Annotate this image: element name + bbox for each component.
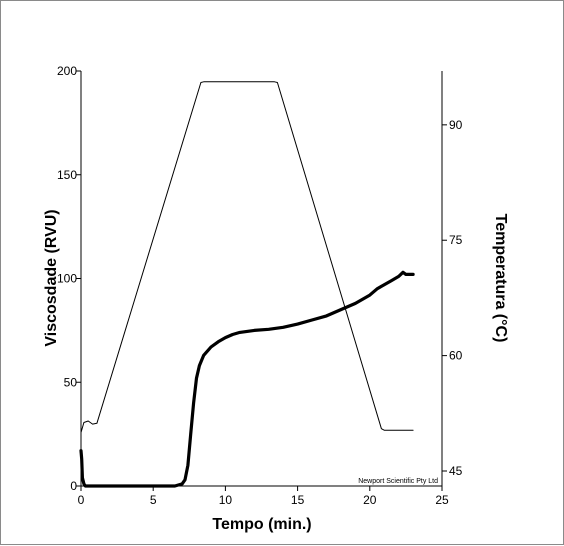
y2-axis-title: Temperatura (°C) (492, 214, 509, 343)
credit-annotation: Newport Scientific Pty Ltd (358, 478, 438, 485)
y-tick-label: 100 (57, 272, 77, 286)
plot-area (77, 67, 443, 485)
y2-tick-label: 45 (449, 464, 463, 478)
y-tick-label: 50 (64, 375, 78, 389)
y2-tick-label: 75 (449, 233, 463, 247)
y-tick-label: 0 (70, 479, 77, 493)
ticks-layer: 0 5 10 15 20 25 0 50 100 150 200 45 60 75 90 (57, 64, 463, 507)
x-tick-label: 20 (363, 493, 377, 507)
y-tick-label: 150 (57, 168, 77, 182)
x-tick-label: 25 (435, 493, 449, 507)
y2-tick-label: 60 (449, 349, 463, 363)
x-tick-label: 15 (291, 493, 305, 507)
x-axis-title: Tempo (min.) (212, 516, 311, 533)
y-axis-title: Viscosdade (RVU) (43, 209, 60, 346)
x-tick-label: 10 (219, 493, 233, 507)
y-tick-label: 200 (57, 64, 77, 78)
x-tick-label: 0 (78, 493, 85, 507)
x-tick-label: 5 (150, 493, 157, 507)
temperature-line (80, 81, 414, 433)
y2-tick-label: 90 (449, 118, 463, 132)
